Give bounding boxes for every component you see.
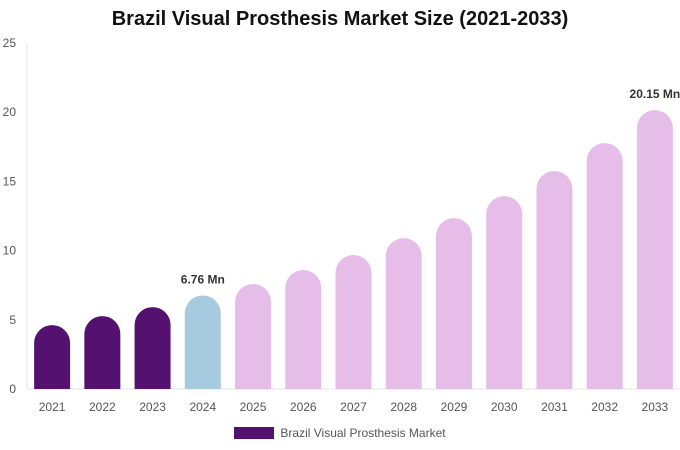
x-tick-label: 2027 [340,400,367,414]
y-tick-label: 25 [3,36,17,50]
legend-label: Brazil Visual Prosthesis Market [280,426,446,440]
y-tick-label: 10 [3,244,17,258]
bar-2033 [636,110,673,389]
legend: Brazil Visual Prosthesis Market [0,426,680,440]
y-tick-label: 5 [9,313,16,327]
legend-swatch [234,427,275,439]
x-tick-label: 2032 [591,400,618,414]
bar-2023 [134,307,171,389]
x-tick-label: 2022 [89,400,116,414]
bar-2032 [586,143,623,389]
y-tick-label: 0 [9,382,16,396]
bar-2031 [536,171,573,389]
x-tick-label: 2031 [541,400,568,414]
x-tick-label: 2028 [390,400,417,414]
bar-2025 [235,283,272,389]
chart-title: Brazil Visual Prosthesis Market Size (20… [111,8,569,30]
data-label: 20.15 Mn [630,87,680,101]
bar-2022 [84,316,121,389]
bar-2028 [385,238,422,389]
bar-2029 [435,218,472,389]
x-tick-label: 2024 [189,400,216,414]
y-tick-label: 20 [3,105,17,119]
x-tick-label: 2023 [139,400,166,414]
data-label: 6.76 Mn [181,272,225,286]
x-tick-label: 2021 [39,400,66,414]
x-tick-label: 2029 [441,400,468,414]
x-tick-label: 2026 [290,400,317,414]
x-tick-label: 2030 [491,400,518,414]
bar-2027 [335,255,372,389]
x-tick-label: 2025 [240,400,267,414]
bar-2026 [285,269,322,389]
y-tick-label: 15 [3,174,17,188]
bar-2021 [34,325,71,389]
x-tick-label: 2033 [642,400,669,414]
bar-2030 [486,196,523,389]
bar-2024 [184,295,221,389]
